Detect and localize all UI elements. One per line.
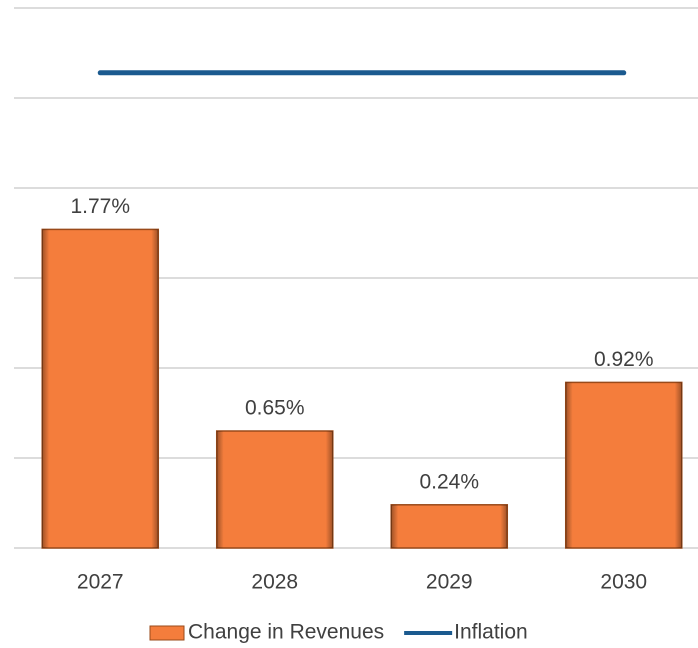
bar — [215, 430, 334, 549]
legend-label: Inflation — [454, 621, 528, 644]
x-tick-label: 2029 — [426, 571, 473, 594]
data-label: 0.92% — [594, 348, 654, 371]
x-tick-label: 2027 — [77, 571, 124, 594]
x-tick-label: 2030 — [600, 571, 647, 594]
legend-label: Change in Revenues — [188, 621, 384, 644]
data-label: 0.24% — [419, 470, 479, 493]
bar — [564, 381, 683, 549]
data-label: 1.77% — [70, 195, 130, 218]
data-label: 0.65% — [245, 397, 305, 420]
x-tick-label: 2028 — [251, 571, 298, 594]
legend-swatch — [149, 625, 185, 641]
bar — [390, 504, 509, 549]
bar — [41, 228, 160, 549]
